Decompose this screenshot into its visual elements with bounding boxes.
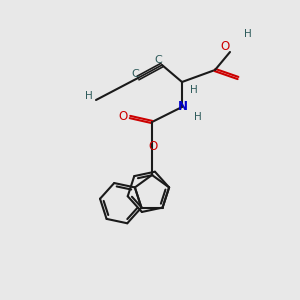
Text: N: N	[178, 100, 188, 113]
Text: H: H	[194, 112, 202, 122]
Text: H: H	[190, 85, 198, 95]
Text: O: O	[220, 40, 230, 52]
Text: C: C	[154, 55, 162, 65]
Text: O: O	[148, 140, 158, 152]
Text: C: C	[131, 69, 139, 79]
Text: H: H	[85, 91, 93, 101]
Text: O: O	[118, 110, 127, 122]
Text: H: H	[244, 29, 252, 39]
